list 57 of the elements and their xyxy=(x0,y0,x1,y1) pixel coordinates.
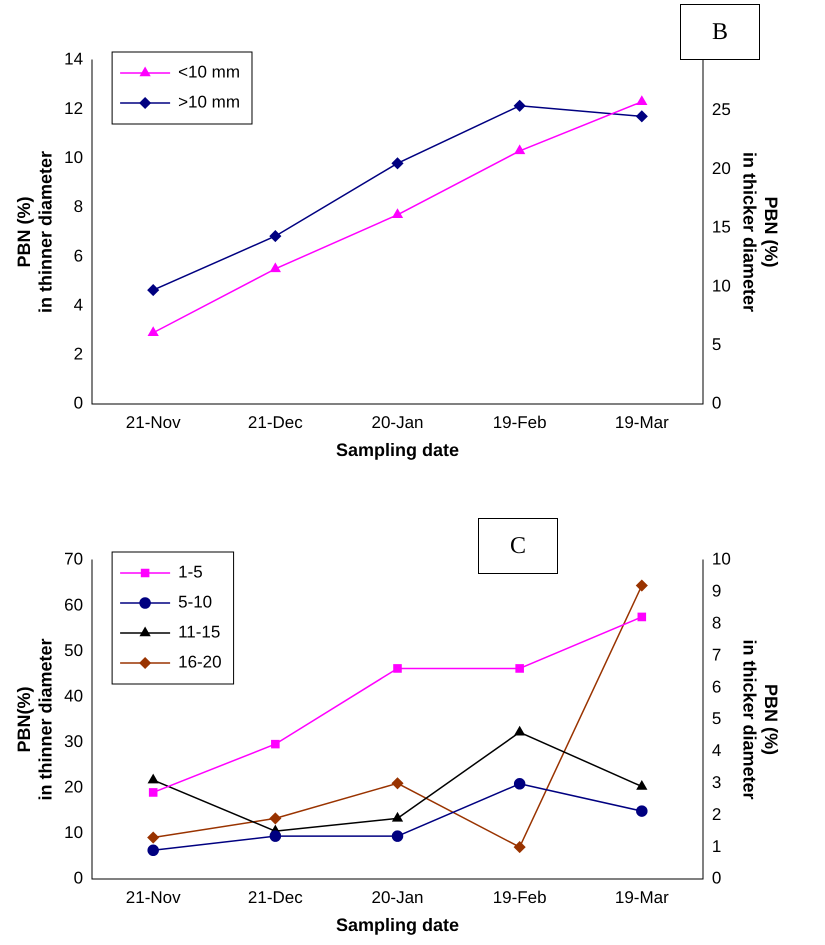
text: B xyxy=(680,4,760,60)
y-tick-label: 8 xyxy=(74,197,84,216)
y-tick-label: 12 xyxy=(64,98,84,118)
y-tick-label: 60 xyxy=(64,595,84,614)
y2-tick-label: 8 xyxy=(712,613,722,632)
x-tick-label: 21-Dec xyxy=(248,888,304,907)
x-tick-label: 19-Mar xyxy=(614,412,670,432)
y2-tick-label: 25 xyxy=(712,100,731,120)
y2-tick-label: 6 xyxy=(712,677,722,696)
y-tick-label: 4 xyxy=(74,295,84,314)
y2-tick-label: 9 xyxy=(712,582,722,601)
y-tick-label: 10 xyxy=(64,148,84,167)
x-tick-label: 19-Feb xyxy=(492,888,547,907)
y-tick-label: 0 xyxy=(74,868,84,888)
x-axis-title: Sampling date xyxy=(336,915,460,936)
y2-axis-title: PBN (%) in thicker diameter xyxy=(740,639,782,800)
y-tick-label: 14 xyxy=(64,50,84,69)
x-tick-label: 20-Jan xyxy=(372,412,424,432)
legend-label: 16-20 xyxy=(178,652,222,672)
text: C xyxy=(478,518,558,574)
y2-tick-label: 3 xyxy=(712,772,722,792)
y-axis-title: PBN(%) in thinner diameter xyxy=(14,638,56,801)
y-tick-label: 10 xyxy=(64,823,84,842)
y2-tick-label: 0 xyxy=(712,868,722,888)
legend-label: 11-15 xyxy=(178,622,220,642)
legend-label: <10 mm xyxy=(178,62,240,82)
y-axis-title: PBN (%) in thinner diameter xyxy=(14,150,56,314)
y2-tick-label: 0 xyxy=(712,394,722,413)
y2-tick-label: 20 xyxy=(712,158,731,178)
x-tick-label: 21-Nov xyxy=(126,888,182,907)
y-tick-label: 6 xyxy=(74,246,84,266)
y2-tick-label: 15 xyxy=(712,218,731,237)
y2-tick-label: 4 xyxy=(712,741,722,760)
y2-tick-label: 5 xyxy=(712,709,722,728)
legend-label: 1-5 xyxy=(178,562,203,582)
y2-tick-label: 1 xyxy=(712,836,722,856)
y2-tick-label: 2 xyxy=(712,804,722,824)
y-tick-label: 50 xyxy=(64,640,84,660)
y-tick-label: 70 xyxy=(64,550,84,569)
x-tick-label: 19-Feb xyxy=(492,412,547,432)
y2-tick-label: 10 xyxy=(712,276,731,296)
legend-label: 5-10 xyxy=(178,592,212,612)
y-tick-label: 30 xyxy=(64,732,84,751)
x-tick-label: 21-Nov xyxy=(126,412,182,432)
y2-tick-label: 7 xyxy=(712,645,722,664)
x-axis-title: Sampling date xyxy=(336,440,460,460)
y-tick-label: 20 xyxy=(64,778,84,797)
y-tick-label: 2 xyxy=(74,344,84,364)
y-tick-label: 40 xyxy=(64,686,84,706)
y2-tick-label: 5 xyxy=(712,334,722,354)
x-tick-label: 20-Jan xyxy=(372,888,424,907)
y2-tick-label: 10 xyxy=(712,550,731,569)
y-tick-label: 0 xyxy=(74,394,84,413)
legend-label: >10 mm xyxy=(178,92,240,112)
x-tick-label: 21-Dec xyxy=(248,412,304,432)
x-tick-label: 19-Mar xyxy=(614,888,670,907)
y2-axis-title: PBN (%) in thicker diameter xyxy=(740,152,782,312)
